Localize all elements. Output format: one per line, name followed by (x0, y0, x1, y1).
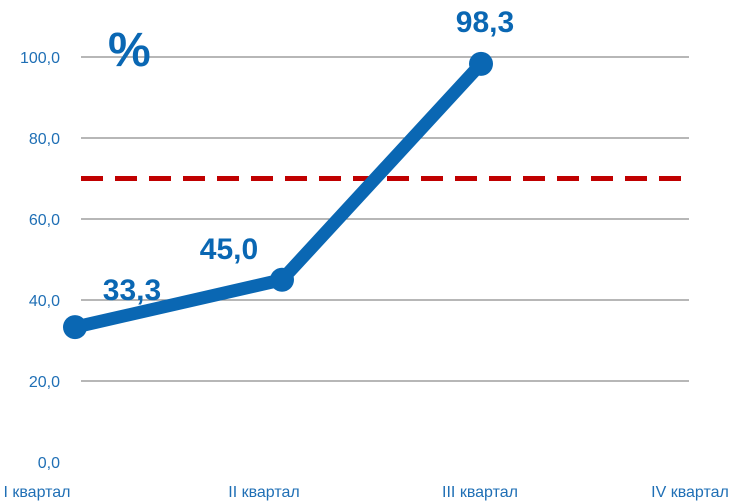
x-tick-label: II квартал (228, 484, 299, 501)
y-tick-label: 0,0 (38, 455, 60, 472)
x-tick-label: III квартал (442, 484, 518, 501)
x-axis-tick-labels: I квартал II квартал III квартал IV квартал (3, 484, 728, 501)
series-layer (63, 51, 493, 340)
data-label: 98,3 (456, 6, 514, 39)
x-tick-label: IV квартал (651, 484, 729, 501)
y-tick-label: 100,0 (20, 50, 60, 67)
y-tick-label: 60,0 (29, 212, 60, 229)
data-point (469, 51, 493, 76)
y-tick-label: 20,0 (29, 374, 60, 391)
data-point (270, 267, 294, 292)
grid-lines (81, 56, 689, 382)
y-axis-tick-labels: 0,0 20,0 40,0 60,0 80,0 100,0 (20, 50, 60, 472)
y-tick-label: 80,0 (29, 131, 60, 148)
y-tick-label: 40,0 (29, 293, 60, 310)
data-label: 45,0 (200, 233, 258, 266)
data-label: 33,3 (103, 274, 161, 307)
data-point (63, 315, 87, 340)
data-label-layer: 33,3 45,0 98,3 (103, 6, 514, 307)
unit-label: % (108, 24, 151, 77)
x-tick-label: I квартал (3, 484, 70, 501)
